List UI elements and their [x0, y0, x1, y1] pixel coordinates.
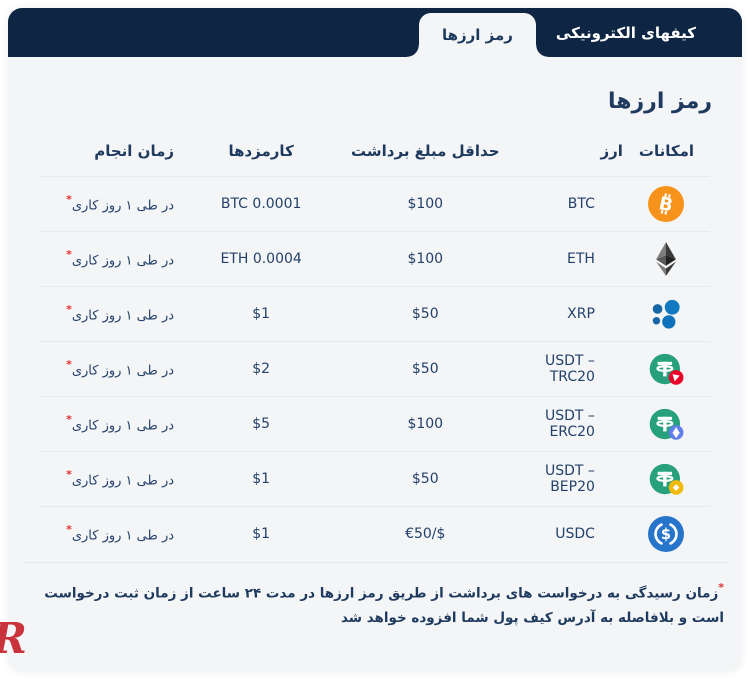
- xrp-icon: [648, 296, 684, 332]
- svg-text:B: B: [657, 193, 675, 216]
- currency-cell: USDT – BEP20: [502, 451, 623, 507]
- header-fees: کارمزدها: [228, 142, 294, 160]
- fee-cell: $2: [174, 341, 349, 397]
- header-min-withdrawal: حداقل مبلغ برداشت: [351, 142, 500, 160]
- fee-cell: $5: [174, 396, 349, 452]
- fee-cell: BTC 0.0001: [174, 176, 349, 232]
- usdt-bep20-icon: [648, 461, 684, 497]
- table-row-eth: ETH $100 ETH 0.0004 در طی ۱ روز کاری*: [40, 231, 710, 287]
- table-header-row: امکانات ارز حداقل مبلغ برداشت کارمزدها ز…: [40, 134, 710, 177]
- btc-icon: B: [648, 186, 685, 222]
- time-cell: در طی ۱ روز کاری*: [40, 506, 175, 562]
- min-cell: $100: [348, 231, 503, 287]
- page-title: رمز ارزها: [607, 89, 712, 114]
- asterisk: *: [66, 193, 72, 207]
- currency-cell: ETH: [502, 231, 623, 287]
- eth-icon: [648, 241, 684, 277]
- table-row-usdt-bep20: USDT – BEP20 $50 $1 در طی ۱ روز کاری*: [40, 451, 710, 507]
- watermark-r: R: [0, 614, 27, 663]
- currency-cell: XRP: [502, 286, 623, 342]
- time-cell: در طی ۱ روز کاری*: [40, 396, 175, 452]
- time-cell: در طی ۱ روز کاری*: [40, 231, 175, 287]
- header-currency: ارز: [600, 142, 623, 160]
- asterisk: *: [66, 523, 72, 537]
- fee-cell: $1: [174, 506, 349, 562]
- header-time: زمان انجام: [94, 142, 175, 160]
- tab-bar: کیفهای الکترونیکی رمز ارزها: [8, 8, 742, 57]
- time-cell: در طی ۱ روز کاری*: [40, 451, 175, 507]
- min-cell: €50/$: [348, 506, 503, 562]
- asterisk: *: [66, 413, 72, 427]
- asterisk: *: [66, 358, 72, 372]
- tab-panel-cryptocurrencies: رمز ارزها امکانات ارز حداقل مبلغ برداشت …: [8, 57, 742, 672]
- currency-cell: USDT – TRC20: [502, 341, 623, 397]
- usdt-erc20-icon: [648, 406, 684, 442]
- currency-cell: USDC: [502, 506, 623, 562]
- table-row-btc: B BTC $100 BTC 0.0001 در طی ۱ روز کاری*: [40, 176, 710, 232]
- crypto-withdrawal-table: امکانات ارز حداقل مبلغ برداشت کارمزدها ز…: [40, 134, 710, 562]
- footnote-asterisk: *: [718, 580, 724, 594]
- tab-electronic-wallets[interactable]: کیفهای الکترونیکی: [555, 23, 696, 42]
- currency-cell: USDT – ERC20: [502, 396, 623, 452]
- table-row-xrp: XRP $50 $1 در طی ۱ روز کاری*: [40, 286, 710, 342]
- min-cell: $50: [348, 341, 503, 397]
- asterisk: *: [66, 248, 72, 262]
- header-features: امکانات: [638, 142, 695, 160]
- svg-text:$: $: [661, 526, 671, 543]
- fee-cell: $1: [174, 286, 349, 342]
- tab-cryptocurrencies[interactable]: رمز ارزها: [407, 13, 548, 57]
- fee-cell: $1: [174, 451, 349, 507]
- time-cell: در طی ۱ روز کاری*: [40, 341, 175, 397]
- min-cell: $100: [348, 176, 503, 232]
- asterisk: *: [66, 303, 72, 317]
- min-cell: $50: [348, 451, 503, 507]
- footnote: *زمان رسیدگی به درخواست های برداشت از طر…: [22, 561, 728, 631]
- fee-cell: ETH 0.0004: [174, 231, 349, 287]
- tab-cryptocurrencies-label: رمز ارزها: [442, 26, 513, 44]
- time-cell: در طی ۱ روز کاری*: [40, 286, 175, 342]
- min-cell: $50: [348, 286, 503, 342]
- usdc-icon: $: [648, 516, 685, 553]
- usdt-trc20-icon: [648, 351, 684, 387]
- min-cell: $100: [348, 396, 503, 452]
- table-row-usdt-trc20: USDT – TRC20 $50 $2 در طی ۱ روز کاری*: [40, 341, 710, 397]
- footnote-text: زمان رسیدگی به درخواست های برداشت از طری…: [44, 585, 724, 626]
- currency-cell: BTC: [502, 176, 623, 232]
- table-row-usdc: $ USDC €50/$ $1 در طی ۱ روز کاری*: [40, 506, 710, 562]
- table-row-usdt-erc20: USDT – ERC20 $100 $5 در طی ۱ روز کاری*: [40, 396, 710, 452]
- time-cell: در طی ۱ روز کاری*: [40, 176, 175, 232]
- withdrawals-card: کیفهای الکترونیکی رمز ارزها رمز ارزها ام…: [8, 8, 742, 672]
- asterisk: *: [66, 468, 72, 482]
